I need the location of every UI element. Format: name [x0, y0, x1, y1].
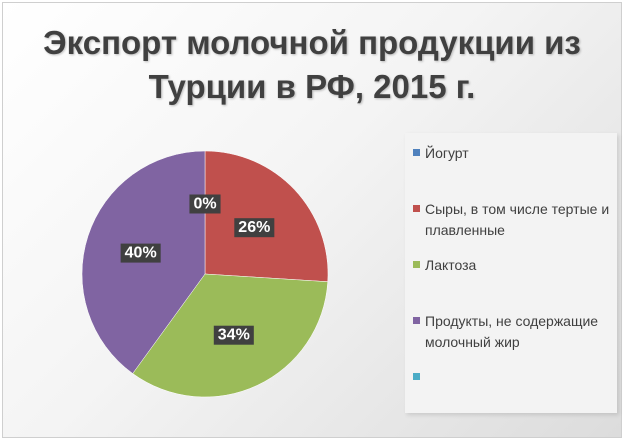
- legend-label: Продукты, не содержащие молочный жир: [425, 313, 599, 350]
- slice-value-label-bg: [213, 325, 254, 345]
- slice-value-label-0: 0%: [193, 196, 216, 213]
- slice-value-label-2: 34%: [218, 327, 250, 344]
- chart-title: Экспорт молочной продукции из Турции в Р…: [3, 21, 621, 109]
- legend-swatch: [413, 205, 420, 212]
- legend-label: Сыры, в том числе тертые и плавленные: [425, 201, 610, 238]
- legend-swatch: [413, 373, 420, 380]
- legend-label: Лактоза: [425, 257, 477, 273]
- legend-item-lactose: Лактоза: [413, 255, 613, 276]
- slice-value-label-bg: [120, 243, 161, 263]
- legend-swatch: [413, 149, 420, 156]
- slice-value-label-3: 40%: [125, 245, 157, 262]
- legend-item-non-fat-products: Продукты, не содержащие молочный жир: [413, 311, 613, 353]
- legend-swatch: [413, 317, 420, 324]
- slice-value-label-1: 26%: [238, 219, 270, 236]
- pie-chart: 0% 26% 34% 40%: [81, 150, 329, 398]
- legend-item-yogurt: Йогурт: [413, 143, 613, 164]
- legend-item-cheese: Сыры, в том числе тертые и плавленные: [413, 199, 613, 241]
- legend-swatch: [413, 261, 420, 268]
- slice-value-label-bg: [189, 194, 221, 214]
- chart-title-line-2: Турции в РФ, 2015 г.: [148, 68, 476, 105]
- chart-title-line-1: Экспорт молочной продукции из: [43, 24, 581, 61]
- pie-slice-1: [204, 150, 329, 282]
- legend: Йогурт Сыры, в том числе тертые и плавле…: [405, 133, 617, 413]
- legend-label: Йогурт: [425, 145, 469, 161]
- slice-value-label-bg: [234, 218, 275, 238]
